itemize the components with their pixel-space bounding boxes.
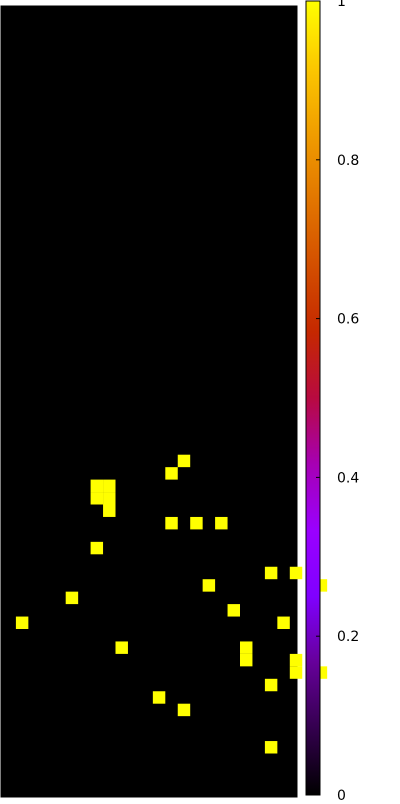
heatmap-cell xyxy=(264,566,278,580)
colorbar-tick-label: 0.6 xyxy=(337,312,359,328)
heatmap-cell xyxy=(103,504,116,517)
heatmap-cell xyxy=(190,516,203,530)
heatmap-cell xyxy=(152,691,166,704)
heatmap-cell xyxy=(240,641,253,654)
heatmap-cell xyxy=(15,616,29,629)
heatmap-cell xyxy=(90,479,104,493)
heatmap-cell xyxy=(264,678,278,692)
colorbar-tick-label: 1 xyxy=(337,0,346,10)
colorbar-tick-label: 0.4 xyxy=(337,470,359,486)
colorbar: 0 0.2 0.4 0.6 0.8 1 xyxy=(305,0,359,804)
heatmap-cell xyxy=(103,492,116,505)
heatmap-cell xyxy=(289,566,303,580)
heatmap-cell xyxy=(90,541,104,555)
colorbar-tick-label: 0 xyxy=(337,788,346,800)
colorbar-tick-label: 0.8 xyxy=(337,153,359,169)
heatmap-cell xyxy=(103,479,116,493)
heatmap-cell xyxy=(115,641,128,654)
colorbar-gradient xyxy=(305,0,321,796)
heatmap-cell xyxy=(165,516,178,530)
heatmap-cell xyxy=(240,653,253,667)
heatmap-cell xyxy=(227,604,240,617)
heatmap-cell xyxy=(177,454,191,468)
heatmap-cell xyxy=(289,666,303,679)
colorbar-tick-label: 0.2 xyxy=(337,629,359,645)
heatmap-cell xyxy=(215,516,228,530)
heatmap-cell xyxy=(264,741,278,754)
plot-area xyxy=(0,5,328,798)
heatmap-cell xyxy=(65,591,79,605)
heatmap-cell xyxy=(90,492,104,505)
heatmap-cell xyxy=(202,579,216,592)
heatmap-cell xyxy=(165,467,178,480)
heatmap-background xyxy=(0,5,298,798)
heatmap-cell xyxy=(177,703,191,717)
heatmap-cell xyxy=(289,653,303,667)
heatmap-cell xyxy=(277,616,290,629)
